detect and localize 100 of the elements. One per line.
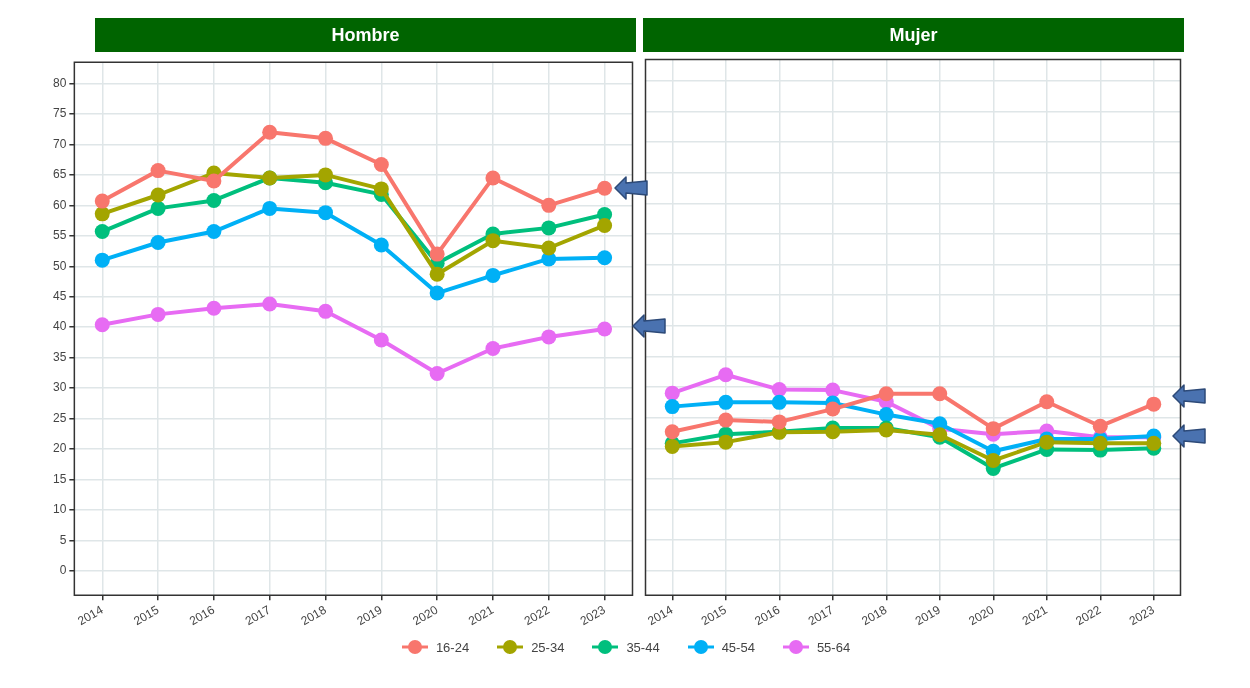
y-tick-label: 5 [59, 532, 67, 547]
point [718, 434, 734, 450]
y-tick-label: 10 [52, 502, 67, 517]
point [373, 181, 389, 197]
point [664, 424, 680, 440]
point [206, 192, 222, 208]
point [94, 206, 110, 222]
x-tick-label: 2014 [75, 602, 106, 629]
point [206, 224, 222, 240]
point [318, 205, 334, 221]
point [485, 340, 501, 356]
point [541, 220, 557, 236]
point [485, 267, 501, 283]
y-tick-label: 0 [59, 563, 67, 578]
point [1146, 435, 1162, 451]
point [541, 240, 557, 256]
point [597, 217, 613, 233]
y-tick-label: 70 [52, 136, 67, 151]
point [150, 187, 166, 203]
x-tick-label: 2022 [521, 602, 553, 629]
legend-label: 55-64 [816, 639, 851, 655]
point [985, 421, 1001, 437]
x-tick-label: 2020 [966, 602, 997, 629]
point [985, 453, 1001, 468]
x-tick-label: 2014 [645, 602, 676, 629]
point [718, 394, 734, 410]
y-tick-label: 15 [52, 471, 67, 486]
point [932, 386, 948, 402]
y-tick-label: 45 [52, 289, 67, 304]
x-tick-label: 2022 [1073, 602, 1104, 629]
point [318, 130, 334, 146]
chart-title: Mujer [643, 18, 1184, 52]
y-tick-label: 40 [52, 319, 67, 334]
legend-label: 35-44 [626, 639, 660, 655]
x-tick-label: 2020 [410, 602, 441, 629]
point [429, 246, 445, 262]
y-tick-label: 55 [52, 228, 67, 243]
point [771, 394, 787, 410]
y-tick-label: 65 [52, 167, 67, 182]
point [94, 193, 110, 209]
point [94, 224, 110, 240]
y-tick-label: 75 [52, 106, 67, 121]
point [1146, 396, 1162, 412]
point [150, 200, 166, 216]
y-tick-label: 30 [52, 380, 67, 395]
point [485, 170, 501, 186]
point [94, 317, 110, 333]
x-tick-label: 2016 [186, 602, 218, 629]
point [262, 200, 278, 216]
legend-label: 25-34 [531, 639, 565, 655]
point [541, 197, 557, 213]
point [318, 303, 334, 319]
x-tick-label: 2016 [752, 602, 783, 629]
x-tick-label: 2023 [577, 602, 609, 629]
point [485, 233, 501, 249]
point [825, 382, 841, 398]
x-tick-label: 2015 [698, 602, 730, 629]
point [262, 124, 278, 140]
point [771, 381, 787, 397]
point [94, 252, 110, 268]
x-tick-label: 2017 [242, 602, 274, 629]
point [664, 385, 680, 401]
y-tick-label: 35 [52, 349, 67, 364]
y-tick-label: 20 [52, 441, 67, 456]
point [150, 235, 166, 250]
point [718, 412, 734, 428]
point [878, 386, 894, 402]
x-tick-label: 2018 [859, 602, 890, 629]
point [825, 401, 841, 417]
x-tick-label: 2017 [805, 602, 837, 629]
point [718, 367, 734, 383]
x-tick-label: 2023 [1126, 602, 1158, 629]
legend-label: 16-24 [435, 639, 470, 655]
y-tick-label: 50 [52, 258, 67, 273]
point [878, 407, 894, 423]
point [429, 365, 445, 381]
point [1092, 418, 1108, 434]
y-tick-label: 25 [52, 410, 67, 425]
point [541, 329, 557, 345]
x-tick-label: 2015 [131, 602, 162, 629]
point [150, 306, 166, 322]
point [597, 321, 613, 337]
point [206, 173, 222, 189]
point [429, 266, 445, 282]
y-tick-label: 80 [52, 75, 67, 90]
y-tick-label: 60 [52, 197, 67, 212]
x-tick-label: 2021 [466, 602, 497, 629]
x-tick-label: 2021 [1019, 602, 1051, 629]
point [825, 424, 841, 440]
x-tick-label: 2019 [912, 602, 944, 629]
point [373, 237, 389, 253]
point [318, 167, 334, 183]
point [429, 285, 445, 301]
point [262, 296, 278, 312]
point [373, 157, 389, 173]
x-tick-label: 2018 [298, 602, 329, 629]
point [373, 332, 389, 348]
point [150, 163, 166, 179]
x-tick-label: 2019 [354, 602, 385, 629]
point [1092, 435, 1108, 451]
